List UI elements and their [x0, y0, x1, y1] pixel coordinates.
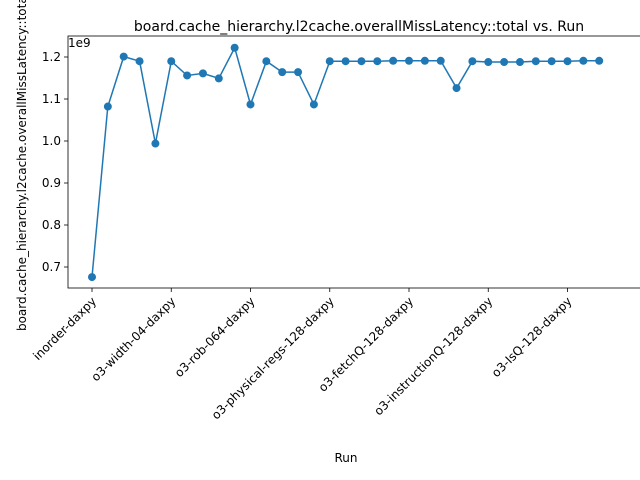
data-point — [579, 56, 588, 65]
y-tick-label: 1.0 — [42, 134, 61, 148]
y-tick-label: 1.2 — [42, 50, 61, 64]
data-point — [309, 100, 318, 109]
data-point — [167, 57, 176, 66]
data-point — [563, 57, 572, 66]
chart-title: board.cache_hierarchy.l2cache.overallMis… — [134, 19, 584, 35]
data-point — [468, 57, 477, 66]
y-tick-label: 0.7 — [42, 260, 61, 274]
y-tick-label: 1.1 — [42, 92, 61, 106]
data-point — [230, 43, 239, 52]
data-point — [547, 57, 556, 66]
data-point — [341, 57, 350, 66]
data-point — [420, 56, 429, 65]
series-line — [91, 45, 600, 278]
x-tick-label: o3-IsQ-128-daxpy — [489, 294, 575, 380]
data-point — [515, 58, 524, 67]
y-axis-ticks: 0.7 0.8 0.9 1.0 1.1 1.2 — [42, 50, 68, 274]
data-point — [151, 139, 160, 148]
data-point — [278, 68, 287, 77]
data-point — [484, 58, 493, 67]
data-point — [294, 68, 303, 77]
y-offset-label: 1e9 — [68, 36, 91, 50]
data-point — [246, 100, 255, 109]
data-point — [373, 57, 382, 66]
data-point — [405, 56, 413, 65]
plot-area-frame — [67, 35, 640, 289]
data-point — [119, 52, 128, 61]
data-point — [436, 56, 445, 65]
y-axis-label: board.cache_hierarchy.l2cache.overallMis… — [15, 0, 29, 331]
x-axis-label: Run — [334, 451, 357, 465]
data-point — [214, 74, 223, 83]
x-tick-label: o3-width-04-daxpy — [88, 294, 178, 384]
data-point — [88, 273, 96, 282]
data-point — [135, 57, 144, 66]
y-tick-label: 0.9 — [42, 176, 61, 190]
data-point — [389, 56, 398, 65]
data-point — [531, 57, 540, 66]
x-tick-label: inorder-daxpy — [30, 294, 99, 363]
y-tick-label: 0.8 — [42, 218, 61, 232]
series-points — [88, 43, 604, 282]
data-point — [325, 57, 334, 66]
data-point — [452, 84, 461, 93]
data-point — [595, 56, 604, 65]
data-point — [183, 71, 192, 80]
data-point — [262, 57, 271, 66]
data-point — [500, 58, 509, 67]
data-point — [198, 69, 207, 78]
x-axis-ticks: inorder-daxpyo3-width-04-daxpyo3-rob-064… — [30, 288, 575, 422]
data-point — [103, 102, 112, 111]
x-tick-label: o3-rob-064-daxpy — [172, 294, 258, 380]
data-point — [357, 57, 366, 66]
